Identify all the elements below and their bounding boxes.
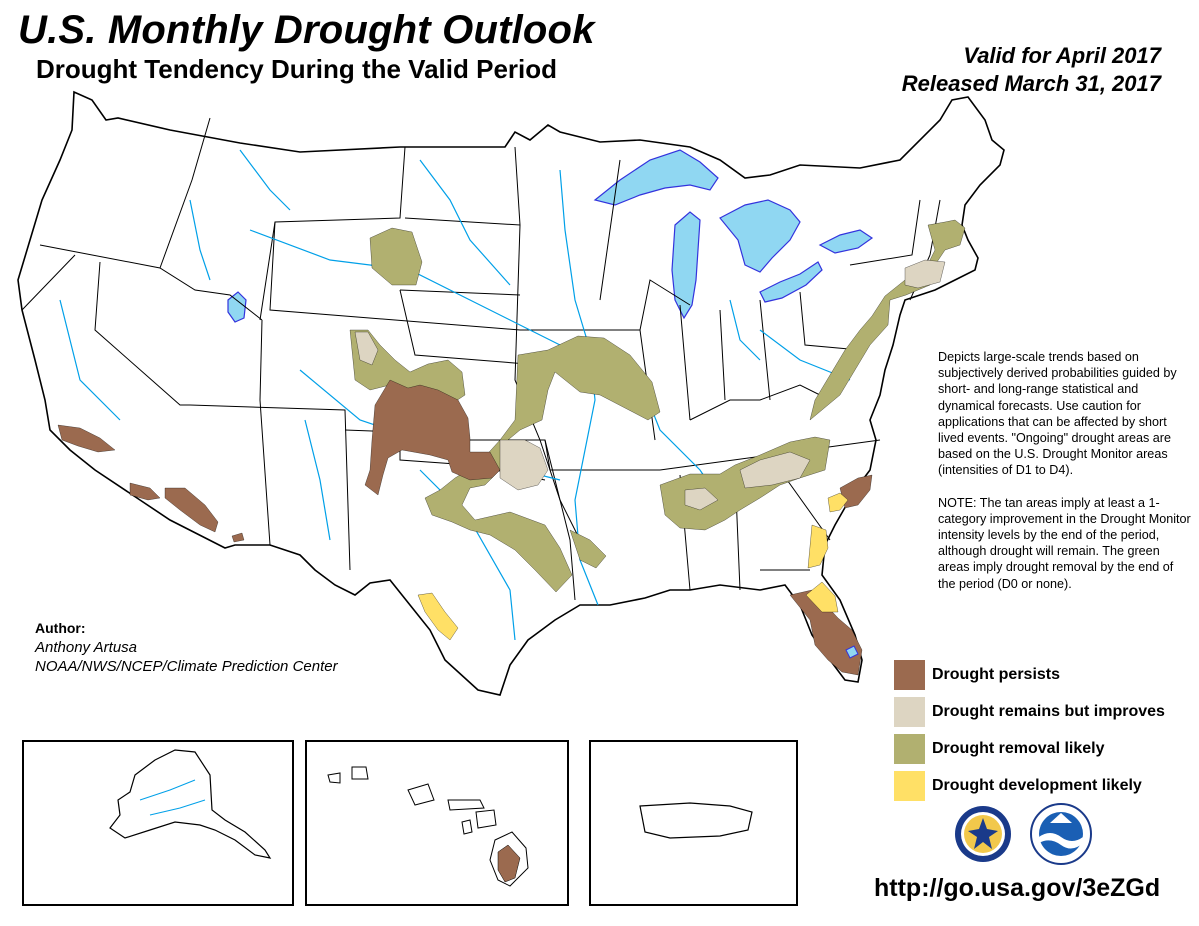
valid-period: Valid for April 2017 [963, 43, 1161, 68]
outlook-url[interactable]: http://go.usa.gov/3eZGd [874, 874, 1161, 902]
legend-swatch-improves [894, 696, 925, 727]
legend-swatch-removal [894, 733, 925, 764]
legend-item-improves: Drought remains but improves [894, 693, 1199, 730]
noaa-nws-seal-icon [955, 806, 1011, 862]
legend-label: Drought remains but improves [932, 702, 1165, 720]
improves-areas [354, 259, 946, 511]
legend-label: Drought removal likely [932, 739, 1105, 757]
author-heading: Author: [35, 620, 86, 636]
release-date: Released March 31, 2017 [901, 71, 1161, 96]
author-block: Author: Anthony Artusa NOAA/NWS/NCEP/Cli… [35, 619, 338, 676]
lake-michigan [671, 211, 701, 320]
legend-item-persists: Drought persists [894, 656, 1199, 693]
inset-alaska [22, 740, 294, 906]
legend-swatch-development [894, 770, 925, 801]
author-name: Anthony Artusa [35, 639, 138, 656]
inset-hawaii [305, 740, 569, 906]
outlook-description: Depicts large-scale trends based on subj… [938, 349, 1194, 592]
great-salt-lake [227, 291, 247, 323]
legend-swatch-persists [894, 659, 925, 690]
lake-superior [593, 149, 719, 206]
lake-okeechobee [845, 645, 859, 659]
lake-ontario [818, 229, 874, 254]
persists-areas [57, 379, 873, 676]
legend-item-development: Drought development likely [894, 767, 1199, 804]
lake-erie [759, 261, 823, 303]
legend: Drought persists Drought remains but imp… [894, 656, 1199, 804]
noaa-logo-icon [1030, 803, 1092, 865]
map-subtitle: Drought Tendency During the Valid Period [36, 54, 558, 84]
great-lakes [227, 149, 874, 323]
inset-puerto-rico [589, 740, 798, 906]
description-paragraph: Depicts large-scale trends based on subj… [938, 350, 1177, 478]
lake-huron [719, 199, 801, 273]
map-title: U.S. Monthly Drought Outlook [18, 8, 595, 52]
note-paragraph: NOTE: The tan areas imply at least a 1-c… [938, 495, 1191, 591]
development-areas [417, 492, 849, 641]
legend-label: Drought persists [932, 665, 1061, 683]
legend-label: Drought development likely [932, 776, 1142, 794]
legend-item-removal: Drought removal likely [894, 730, 1199, 767]
author-org: NOAA/NWS/NCEP/Climate Prediction Center [35, 658, 338, 675]
